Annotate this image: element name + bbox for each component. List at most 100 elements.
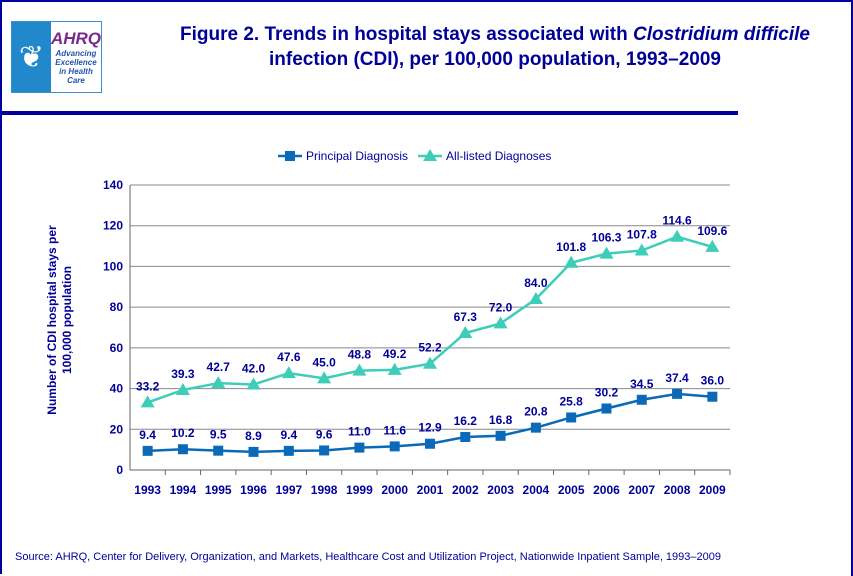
y-tick-label: 60	[110, 341, 124, 355]
data-point	[528, 292, 543, 304]
data-point	[211, 376, 226, 389]
data-point	[213, 445, 224, 456]
data-point	[389, 441, 400, 452]
data-label: 47.6	[277, 350, 301, 364]
header-divider	[0, 111, 738, 115]
data-label: 11.6	[383, 423, 406, 437]
x-tick-label: 2001	[417, 483, 444, 497]
data-label: 11.0	[348, 425, 371, 439]
data-label: 8.9	[245, 429, 262, 443]
data-point	[319, 445, 330, 456]
series-line-1	[147, 235, 713, 404]
y-axis-label: Number of CDI hospital stays per100,000 …	[45, 225, 74, 415]
y-tick-label: 140	[103, 178, 123, 192]
legend-label: Principal Diagnosis	[306, 149, 408, 163]
x-tick-label: 1999	[346, 483, 373, 497]
data-point	[246, 377, 261, 390]
data-point	[175, 382, 190, 395]
y-tick-label: 40	[110, 382, 124, 396]
ahrq-logo: ❦ AHRQ Advancing Excellence in Health Ca…	[11, 21, 102, 93]
hhs-eagle-icon: ❦	[12, 22, 51, 92]
data-point	[707, 391, 718, 402]
data-point	[387, 362, 402, 375]
data-label: 30.2	[595, 386, 619, 400]
data-point	[599, 246, 614, 259]
data-label: 20.8	[524, 405, 548, 419]
x-tick-label: 1993	[134, 483, 161, 497]
data-point	[423, 356, 437, 369]
data-label: 39.3	[171, 367, 195, 381]
x-tick-label: 2008	[664, 483, 691, 497]
x-tick-label: 1996	[240, 483, 267, 497]
x-tick-label: 2002	[452, 483, 479, 497]
data-label: 12.9	[418, 421, 442, 435]
data-point	[458, 325, 473, 338]
data-point	[530, 422, 541, 433]
data-point	[142, 445, 153, 456]
data-label: 42.0	[242, 362, 266, 376]
y-tick-label: 120	[103, 219, 123, 233]
data-point	[425, 438, 435, 449]
x-tick-label: 1998	[311, 483, 338, 497]
data-point	[634, 243, 649, 256]
ahrq-tagline: Advancing Excellence in Health Care	[55, 49, 97, 85]
data-point	[493, 316, 508, 329]
data-label: 37.4	[665, 371, 689, 385]
data-label: 34.5	[630, 377, 654, 391]
x-tick-label: 2000	[381, 483, 408, 497]
data-point	[670, 229, 685, 242]
legend-label: All-listed Diagnoses	[446, 149, 551, 163]
y-tick-label: 80	[110, 300, 124, 314]
legend-marker	[285, 151, 295, 161]
y-tick-label: 20	[110, 422, 124, 436]
x-tick-label: 1995	[205, 483, 232, 497]
figure-title: Figure 2. Trends in hospital stays assoc…	[180, 24, 810, 70]
data-label: 33.2	[136, 379, 160, 393]
source-note: Source: AHRQ, Center for Delivery, Organ…	[15, 551, 721, 563]
x-tick-label: 2003	[487, 483, 514, 497]
data-label: 9.5	[210, 428, 227, 442]
legend-marker	[423, 149, 438, 161]
data-point	[495, 430, 506, 441]
data-label: 16.2	[454, 414, 478, 428]
data-label: 67.3	[454, 310, 478, 324]
data-point	[283, 445, 294, 456]
data-point	[281, 366, 296, 379]
data-point	[177, 444, 188, 455]
data-point	[352, 363, 367, 376]
data-point	[636, 394, 647, 405]
data-label: 107.8	[627, 228, 657, 242]
data-point	[566, 412, 577, 423]
data-label: 25.8	[559, 394, 583, 408]
data-label: 9.4	[280, 428, 297, 442]
x-tick-label: 1994	[170, 483, 197, 497]
data-label: 49.2	[383, 347, 407, 361]
data-point	[601, 403, 612, 414]
x-tick-label: 1997	[275, 483, 302, 497]
ahrq-brand: AHRQ	[50, 29, 101, 48]
data-label: 42.7	[207, 360, 231, 374]
data-point	[248, 446, 259, 457]
data-label: 45.0	[312, 355, 336, 369]
data-point	[705, 239, 720, 252]
data-label: 9.4	[139, 428, 156, 442]
x-tick-label: 2004	[523, 483, 550, 497]
data-label: 10.2	[171, 426, 195, 440]
data-point	[140, 395, 155, 408]
x-tick-label: 2006	[593, 483, 620, 497]
data-point	[672, 388, 683, 399]
x-tick-label: 2009	[699, 483, 726, 497]
data-label: 16.8	[489, 413, 513, 427]
data-point	[460, 432, 471, 443]
data-label: 84.0	[524, 276, 548, 290]
y-tick-label: 0	[116, 463, 123, 477]
data-label: 48.8	[348, 348, 372, 362]
data-label: 9.6	[316, 427, 333, 441]
data-label: 52.2	[418, 341, 442, 355]
data-label: 72.0	[489, 300, 513, 314]
data-point	[317, 371, 332, 384]
data-label: 101.8	[556, 240, 586, 254]
data-label: 36.0	[701, 374, 725, 388]
